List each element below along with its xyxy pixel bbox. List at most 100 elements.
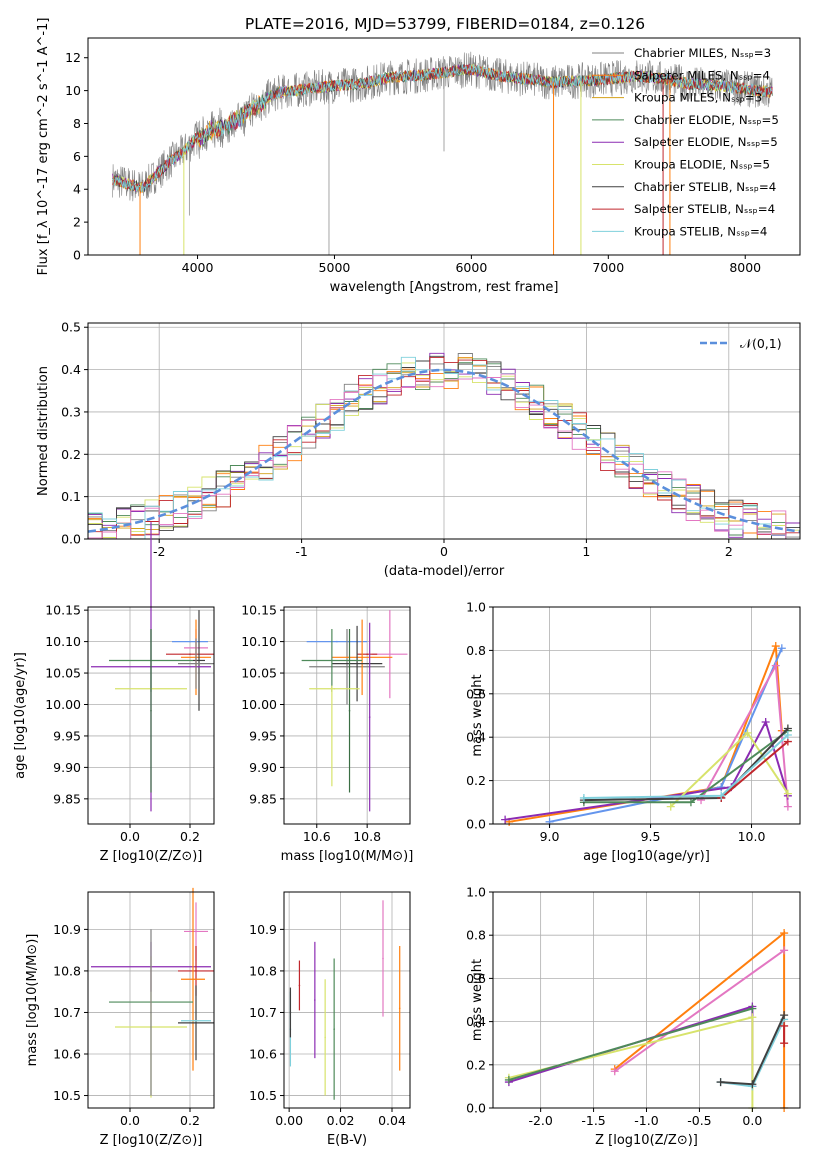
- y-tick-label: 0.0: [466, 1101, 486, 1116]
- weight-marker: [761, 718, 770, 727]
- data-point: [195, 1022, 197, 1024]
- axes-frame: [283, 606, 411, 825]
- y-tick-label: 10.9: [53, 922, 81, 937]
- data-point: [398, 1007, 401, 1010]
- y-tick-label: 9.90: [249, 760, 277, 775]
- y-tick-label: 10.00: [45, 697, 81, 712]
- y-tick-label: 0.2: [61, 447, 81, 462]
- x-tick-label: 0.00: [275, 1113, 303, 1128]
- x-axis-label: Z [log10(Z/Z⊙)]: [595, 1133, 698, 1148]
- weight-series-4: [508, 1007, 753, 1081]
- data-point: [361, 656, 363, 659]
- weight-marker: [748, 1080, 757, 1089]
- x-tick-label: 0: [440, 544, 448, 559]
- y-tick-label: 10.15: [241, 603, 277, 618]
- weight-series-0: [509, 645, 783, 823]
- y-tick-label: 0.8: [466, 928, 486, 943]
- x-tick-label: 9.5: [641, 829, 661, 844]
- y-tick-label: 6: [73, 149, 81, 164]
- weight-marker: [783, 731, 792, 740]
- y-axis-label: mass weight: [470, 674, 485, 756]
- data-point: [336, 640, 338, 643]
- y-tick-label: 0.6: [466, 686, 486, 701]
- weight-marker: [717, 783, 726, 792]
- legend-label: Chabrier STELIB, Nₛₛₚ=4: [634, 180, 776, 194]
- y-tick-label: 0.2: [466, 1057, 486, 1072]
- legend-label: Chabrier ELODIE, Nₛₛₚ=5: [634, 113, 779, 127]
- weight-marker: [780, 1011, 789, 1020]
- y-axis-label: Flux [f_λ 10^-17 erg cm^-2 s^-1 A^-1]: [36, 18, 51, 276]
- y-tick-label: 0.4: [61, 362, 81, 377]
- x-tick-label: 0.02: [327, 1113, 355, 1128]
- data-point: [333, 1028, 335, 1030]
- weight-series-3: [504, 719, 789, 821]
- data-point: [324, 1036, 326, 1039]
- data-point: [346, 665, 348, 668]
- weight-marker: [686, 798, 695, 807]
- y-tick-label: 10.05: [241, 666, 277, 681]
- axes-z_weight: -2.0 -1.5 -1.0 -0.5 0.0 0.0 0.2 0.4 0.6 0.8 1.0 Z […: [466, 885, 801, 1148]
- x-axis-label: wavelength [Angstrom, rest frame]: [330, 280, 559, 295]
- y-tick-label: 9.90: [53, 760, 81, 775]
- y-tick-label: 0.4: [466, 1014, 486, 1029]
- x-tick-label: 10.0: [738, 829, 766, 844]
- y-tick-label: 0: [73, 248, 81, 263]
- x-tick-label: -2.0: [528, 1113, 552, 1128]
- data-point: [195, 662, 197, 665]
- x-tick-label: 8000: [729, 260, 761, 275]
- x-tick-label: 7000: [592, 260, 624, 275]
- axes-frame: [87, 37, 801, 256]
- x-tick-label: -2: [153, 544, 165, 559]
- x-tick-label: -1.5: [581, 1113, 605, 1128]
- x-tick-label: -1.0: [634, 1113, 658, 1128]
- weight-marker: [771, 661, 780, 670]
- data-point: [333, 687, 336, 690]
- x-tick-label: 2: [725, 544, 733, 559]
- y-tick-label: 10.6: [249, 1047, 277, 1062]
- axes-frame: [283, 891, 411, 1109]
- y-tick-label: 0.2: [466, 773, 486, 788]
- data-point: [150, 1011, 152, 1014]
- legend-label: Kroupa STELIB, Nₛₛₚ=4: [634, 224, 767, 238]
- weight-marker: [579, 793, 588, 802]
- axes-frame: [87, 606, 215, 825]
- y-tick-label: 10.5: [249, 1088, 277, 1103]
- legend-label: 𝒩(0,1): [740, 336, 782, 351]
- y-tick-label: 9.85: [249, 791, 277, 806]
- y-tick-label: 0.0: [61, 532, 81, 547]
- legend-label: Salpeter MILES, Nₛₛₚ=4: [634, 68, 770, 82]
- axes-mass_age: 10.6 10.8 9.85 9.90 9.95 10.00 10.05 10.10 10.15…: [241, 603, 413, 864]
- normal-curve: [87, 368, 801, 533]
- data-point: [189, 640, 191, 643]
- axes-frame: [87, 891, 215, 1109]
- weight-marker: [783, 802, 792, 811]
- weight-marker: [780, 1021, 789, 1030]
- y-tick-label: 10.15: [45, 603, 81, 618]
- x-tick-label: 9.0: [540, 829, 560, 844]
- x-tick-label: 0.2: [180, 1113, 200, 1128]
- y-tick-label: 0.5: [61, 320, 81, 335]
- weight-marker: [716, 1078, 725, 1087]
- y-tick-label: 0.8: [466, 643, 486, 658]
- data-point: [298, 984, 301, 987]
- x-tick-label: 0.0: [120, 829, 140, 844]
- y-tick-label: 10.6: [53, 1047, 81, 1062]
- x-tick-label: 0.0: [120, 1113, 140, 1128]
- x-tick-label: 10.8: [353, 829, 381, 844]
- y-tick-label: 9.95: [249, 728, 277, 743]
- y-tick-label: 10.9: [249, 922, 277, 937]
- y-axis-label: age [log10(age/yr)]: [13, 652, 28, 779]
- x-tick-label: 0.04: [378, 1113, 406, 1128]
- x-tick-label: 0.2: [180, 829, 200, 844]
- weight-marker: [780, 946, 789, 955]
- data-point: [195, 930, 197, 933]
- y-tick-label: 8: [73, 116, 81, 131]
- y-tick-label: 10.7: [53, 1005, 81, 1020]
- y-tick-label: 10.8: [249, 963, 277, 978]
- weight-series-3: [508, 1016, 754, 1108]
- y-tick-label: 9.85: [53, 791, 81, 806]
- y-tick-label: 10.5: [53, 1088, 81, 1103]
- x-axis-label: (data-model)/error: [384, 564, 505, 579]
- y-tick-label: 2: [73, 215, 81, 230]
- x-axis-label: age [log10(age/yr)]: [583, 849, 710, 864]
